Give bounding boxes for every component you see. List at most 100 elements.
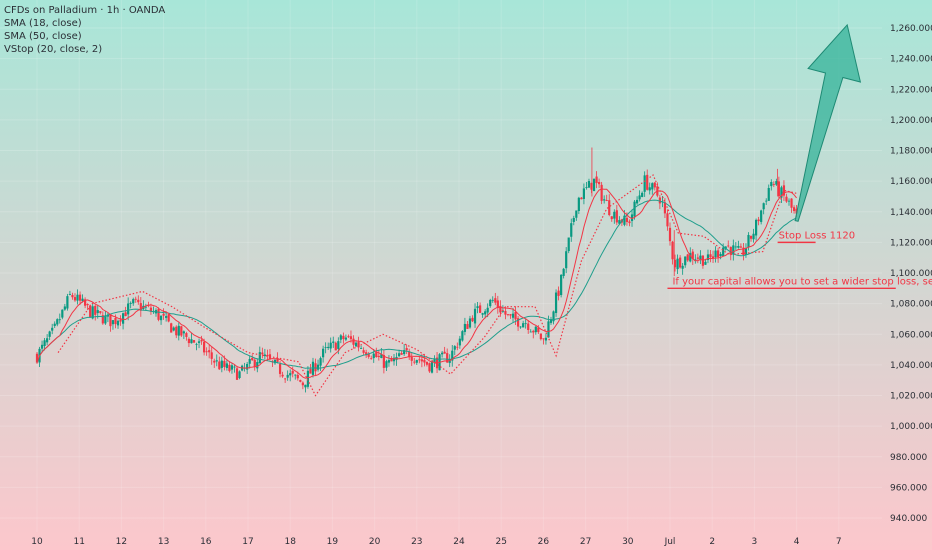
- candle-body: [615, 210, 618, 223]
- candle-body: [73, 297, 77, 301]
- candle-body: [706, 254, 710, 261]
- indicator-sma18[interactable]: SMA (18, close): [4, 18, 82, 29]
- candle-body: [342, 335, 345, 340]
- indicator-vstop[interactable]: VStop (20, close, 2): [4, 44, 103, 55]
- candle-body: [329, 342, 332, 349]
- candle-body: [749, 235, 753, 239]
- candle-body: [114, 317, 117, 325]
- candle-body: [246, 363, 249, 370]
- candle-body: [71, 295, 74, 298]
- candle-body: [430, 361, 434, 373]
- candle-body: [663, 202, 667, 214]
- candle-body: [506, 314, 510, 315]
- time-tick-label: 2: [709, 537, 715, 547]
- candle-body: [354, 342, 358, 347]
- candle-body: [646, 174, 649, 190]
- annotation-label: Stop Loss 1120: [779, 230, 855, 241]
- candle-body: [400, 352, 403, 355]
- time-tick-label: 30: [622, 537, 634, 547]
- time-axis[interactable]: 10 11 12 13 16 17 18 19 20 23 24 25 26 27 30 Jul 2 3 4 7: [31, 537, 841, 547]
- grid: [0, 0, 882, 532]
- candle-body: [185, 333, 188, 337]
- candle-body: [765, 200, 768, 202]
- candle-body: [443, 351, 446, 354]
- indicator-sma50[interactable]: SMA (50, close): [4, 31, 82, 42]
- price-tick-label: 1,000.000: [890, 422, 932, 432]
- time-tick-label: 20: [369, 537, 381, 547]
- time-tick-label: 11: [73, 537, 84, 547]
- price-tick-label: 1,220.000: [890, 85, 932, 95]
- time-tick-label: 23: [411, 537, 422, 547]
- candle-body: [299, 380, 302, 382]
- candle-body: [572, 218, 575, 222]
- candle-body: [337, 341, 340, 349]
- candle-body: [357, 342, 360, 348]
- candle-body: [332, 341, 335, 343]
- candle-body: [785, 196, 788, 202]
- candle-body: [580, 197, 583, 200]
- candle-body: [273, 359, 277, 364]
- annotations: Stop Loss 1120 If your capital allows you…: [667, 230, 932, 290]
- candle-body: [696, 257, 699, 259]
- time-tick-label: 19: [327, 537, 339, 547]
- price-axis[interactable]: 940.000 960.000 980.000 1,000.000 1,020.000 1…: [890, 24, 932, 524]
- price-tick-label: 1,160.000: [890, 177, 932, 187]
- candle-body: [471, 317, 474, 322]
- time-tick-label: 12: [116, 537, 127, 547]
- price-tick-label: 940.000: [890, 514, 927, 524]
- candle-body: [420, 359, 423, 362]
- candle-body: [35, 353, 39, 363]
- candle-body: [689, 253, 692, 262]
- candle-body: [567, 237, 570, 252]
- candle-body: [390, 358, 393, 362]
- candle-body: [747, 234, 750, 248]
- candle-body: [600, 184, 603, 201]
- candle-body: [304, 384, 307, 388]
- candle-body: [301, 382, 304, 386]
- candle-body: [256, 362, 259, 369]
- candle-body: [190, 339, 193, 344]
- price-tick-label: 1,120.000: [890, 238, 932, 248]
- candle-body: [684, 256, 687, 266]
- candle-body: [121, 313, 125, 324]
- candle-body: [458, 338, 461, 346]
- candle-body: [792, 207, 796, 212]
- time-tick-label: 25: [495, 537, 506, 547]
- candle-body: [359, 348, 363, 349]
- time-tick-label: 7: [836, 537, 842, 547]
- candle-body: [623, 215, 626, 225]
- candle-body: [43, 340, 46, 347]
- candle-body: [403, 350, 406, 355]
- candle-body: [635, 199, 639, 204]
- candle-body: [99, 311, 102, 313]
- candle-body: [296, 374, 299, 379]
- price-tick-label: 980.000: [890, 453, 927, 463]
- candle-body: [210, 352, 213, 359]
- candle-body: [428, 363, 431, 372]
- candle-body: [289, 373, 292, 376]
- candle-body: [777, 181, 780, 197]
- candle-body: [334, 342, 337, 351]
- candle-body: [762, 203, 765, 210]
- candle-body: [76, 294, 79, 301]
- candle-body: [172, 327, 175, 331]
- candle-body: [595, 176, 598, 184]
- chart-title[interactable]: CFDs on Palladium · 1h · OANDA: [4, 5, 166, 16]
- candle-body: [537, 327, 540, 333]
- chart-legend: CFDs on Palladium · 1h · OANDA SMA (18, …: [4, 4, 165, 56]
- candle-body: [709, 254, 712, 258]
- candle-body: [263, 354, 266, 357]
- time-tick-label: 10: [31, 537, 43, 547]
- candle-body: [258, 352, 261, 364]
- candle-body: [486, 307, 489, 313]
- candle-body: [585, 187, 588, 188]
- candle-body: [408, 351, 411, 358]
- candle-body: [167, 314, 170, 322]
- time-tick-label: 17: [242, 537, 253, 547]
- candle-body: [367, 353, 370, 357]
- candle-body: [144, 306, 147, 308]
- candle-body: [66, 296, 69, 309]
- candle-body: [253, 359, 256, 368]
